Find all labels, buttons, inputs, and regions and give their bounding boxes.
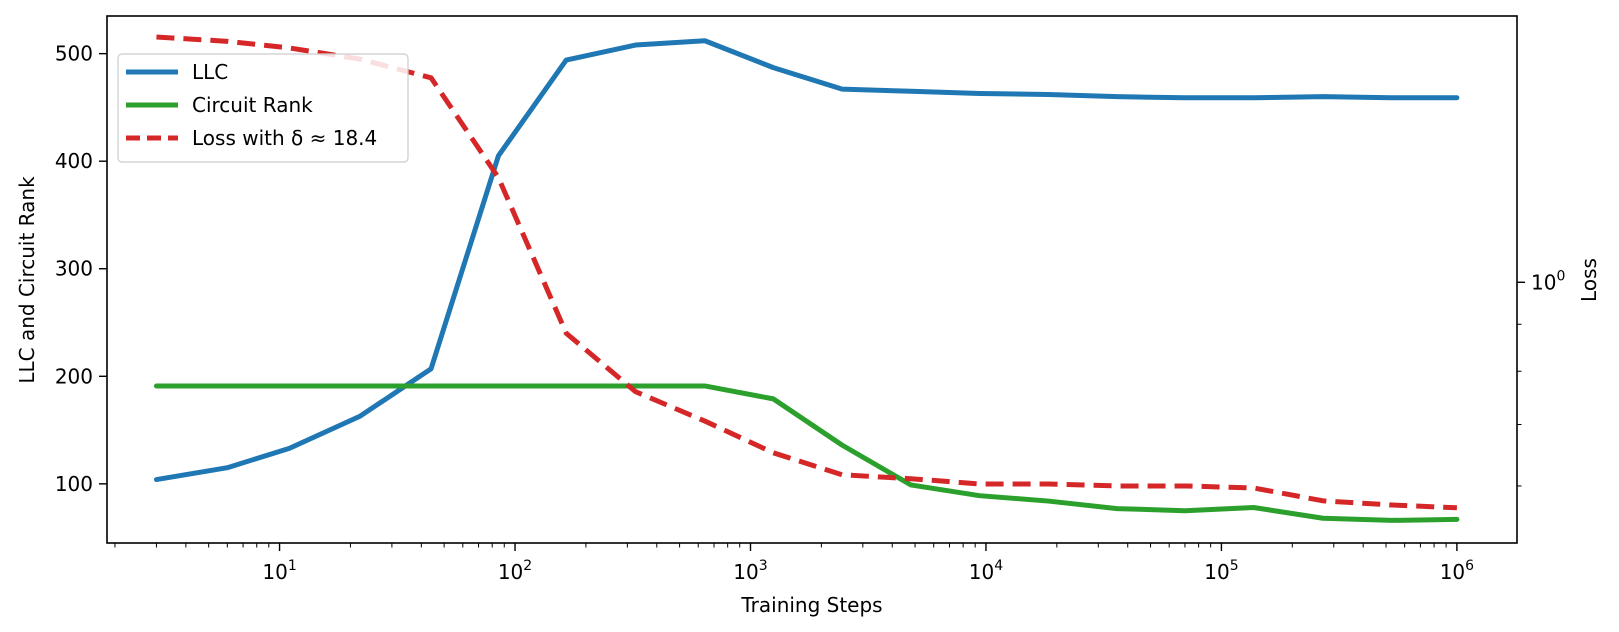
y-tick-label: 100 [55,472,93,496]
x-tick-label: 103 [733,558,767,584]
plot-frame [106,15,1518,544]
x-tick-label: 105 [1204,558,1238,584]
x-axis-label: Training Steps [740,593,882,617]
legend-label-circuit-rank: Circuit Rank [192,93,313,117]
y2-tick-label: 100 [1531,268,1565,294]
x-tick-label: 104 [969,558,1003,584]
y-tick-label: 400 [55,149,93,173]
y-tick-label: 500 [55,42,93,66]
y-tick-label: 200 [55,364,93,388]
x-tick-label: 106 [1440,558,1474,584]
y2-axis-label: Loss [1577,258,1601,302]
y-axis-left: 100 200 300 400 500 [55,42,107,496]
legend: LLC Circuit Rank Loss with δ ≈ 18.4 [117,53,409,163]
y-tick-label: 300 [55,257,93,281]
y-axis-label: LLC and Circuit Rank [15,176,39,384]
x-tick-label: 101 [262,558,296,584]
legend-label-loss: Loss with δ ≈ 18.4 [192,126,377,150]
y-axis-right: 100 [1517,268,1565,487]
series-line-llc [153,38,1460,483]
legend-label-llc: LLC [192,60,228,84]
series-line-circuit-rank [153,383,1460,523]
legend-box [117,53,409,163]
x-tick-label: 102 [498,558,532,584]
x-axis: 101 102 103 104 105 106 [114,543,1474,584]
